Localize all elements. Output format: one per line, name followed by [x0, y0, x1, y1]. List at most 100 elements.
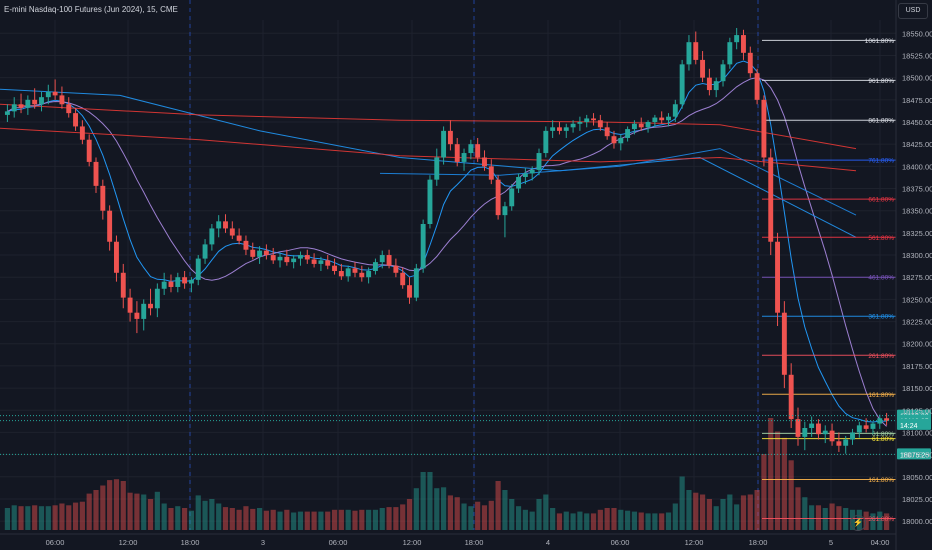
- candle-body: [645, 122, 651, 128]
- time-axis[interactable]: 06:00 12:00 18:00 3 06:00 12:00 18:00 4 06:00 12:…: [0, 533, 896, 547]
- volume-bar: [475, 501, 481, 530]
- volume-bar: [4, 508, 10, 530]
- volume-bar: [754, 490, 760, 530]
- volume-bar: [686, 490, 692, 530]
- price-tick-label: 18525.00: [902, 51, 932, 60]
- candle-body: [229, 228, 235, 236]
- volume-bar: [66, 505, 72, 530]
- candle-body: [529, 169, 535, 174]
- candle-body: [284, 256, 290, 263]
- candle-body: [700, 59, 706, 78]
- candle-body: [850, 432, 855, 440]
- volume-bar: [175, 506, 181, 530]
- volume-bar: [188, 510, 195, 530]
- price-tick-label: 18325.00: [902, 229, 932, 238]
- volume-bar: [400, 504, 406, 530]
- candle-body: [618, 137, 624, 144]
- currency-button[interactable]: USD: [898, 3, 928, 19]
- volume-bar: [263, 510, 269, 530]
- price-tick-label: 18450.00: [902, 118, 932, 127]
- price-tick-label: 18275.00: [902, 273, 932, 282]
- volume-bar: [713, 506, 719, 530]
- volume-bar: [250, 508, 256, 530]
- candle-body: [39, 97, 44, 105]
- candle-body: [100, 185, 106, 211]
- volume-bar: [297, 511, 304, 530]
- volume-bar: [604, 508, 610, 530]
- candle-body: [182, 277, 188, 284]
- volume-bar: [822, 508, 828, 530]
- volume-bar: [556, 513, 563, 530]
- price-axis[interactable]: 18000.00 18025.00 18050.00 18075.00 18100.00…: [895, 0, 932, 550]
- candle-body: [488, 166, 494, 180]
- candle-body: [625, 129, 631, 138]
- candle-body: [52, 91, 58, 96]
- price-label-text: 18075.25: [900, 452, 929, 459]
- price-label-box: [897, 448, 931, 460]
- volume-bar: [72, 502, 79, 530]
- volume-bar: [863, 511, 869, 530]
- volume-bar: [86, 493, 92, 530]
- volume-bar: [154, 491, 160, 530]
- price-tick-label: 18000.00: [902, 517, 932, 526]
- candle-body: [250, 249, 256, 257]
- volume-bar: [665, 512, 672, 530]
- price-tick-label: 18025.00: [902, 495, 932, 504]
- candle-body: [332, 265, 337, 272]
- ma-slow-red-line: [0, 103, 857, 150]
- time-tick-label: 04:00: [871, 538, 890, 547]
- volume-bar: [652, 513, 658, 530]
- volume-bar: [618, 509, 624, 530]
- candle-body: [720, 64, 726, 82]
- volume-bar: [277, 511, 283, 530]
- candle-body: [318, 260, 324, 264]
- ma-medium-line: [7, 77, 887, 427]
- candle-body: [127, 297, 133, 313]
- candle-body: [352, 268, 358, 273]
- candle-body: [298, 255, 303, 259]
- volume-bar: [127, 492, 133, 530]
- candle-body: [461, 153, 467, 162]
- candle-body: [584, 118, 590, 122]
- candle-body: [413, 268, 419, 298]
- fib-level-label: 761.80%: [868, 158, 894, 165]
- volume-bar: [584, 513, 590, 530]
- volume-bar: [774, 431, 781, 530]
- candle-body: [86, 139, 92, 162]
- candle-body: [141, 303, 147, 319]
- volume-bar: [386, 507, 392, 530]
- volume-bar: [202, 500, 208, 530]
- volume-bar: [597, 509, 603, 530]
- symbol-title[interactable]: E-mini Nasdaq-100 Futures (Jun 2024), 15…: [4, 5, 178, 14]
- volume-bar: [236, 509, 242, 530]
- candle-body: [345, 268, 351, 277]
- fib-level-label: 361.80%: [868, 314, 894, 321]
- candle-body: [270, 255, 276, 261]
- candle-body: [536, 153, 542, 170]
- volume-bar: [672, 503, 678, 530]
- time-tick-label: 18:00: [749, 538, 768, 547]
- fibonacci-extension[interactable]: 1061.80% 961.80% 861.80% 761.80% 661.80% 561.…: [762, 38, 896, 523]
- volume-bar: [209, 499, 215, 530]
- price-tick-label: 18550.00: [902, 29, 932, 38]
- volume-bar: [216, 503, 222, 530]
- volume-bar: [720, 499, 726, 530]
- volume-bar: [18, 506, 24, 530]
- candle-body: [591, 118, 596, 121]
- candle-body: [802, 428, 808, 437]
- volume-bar: [734, 504, 740, 530]
- volume-bar: [829, 503, 835, 530]
- fib-level-label: 461.80%: [868, 275, 894, 282]
- volume-bar: [631, 511, 638, 530]
- candle-body: [563, 127, 569, 131]
- volume-bar: [788, 460, 794, 530]
- candle-body: [570, 123, 576, 128]
- candle-body: [454, 144, 460, 162]
- time-tick-label: 4: [546, 538, 550, 547]
- price-label-box: [897, 418, 931, 430]
- volume-bar: [304, 511, 310, 530]
- candlestick-series[interactable]: [4, 27, 890, 454]
- lightning-icon[interactable]: ⚡: [850, 515, 866, 531]
